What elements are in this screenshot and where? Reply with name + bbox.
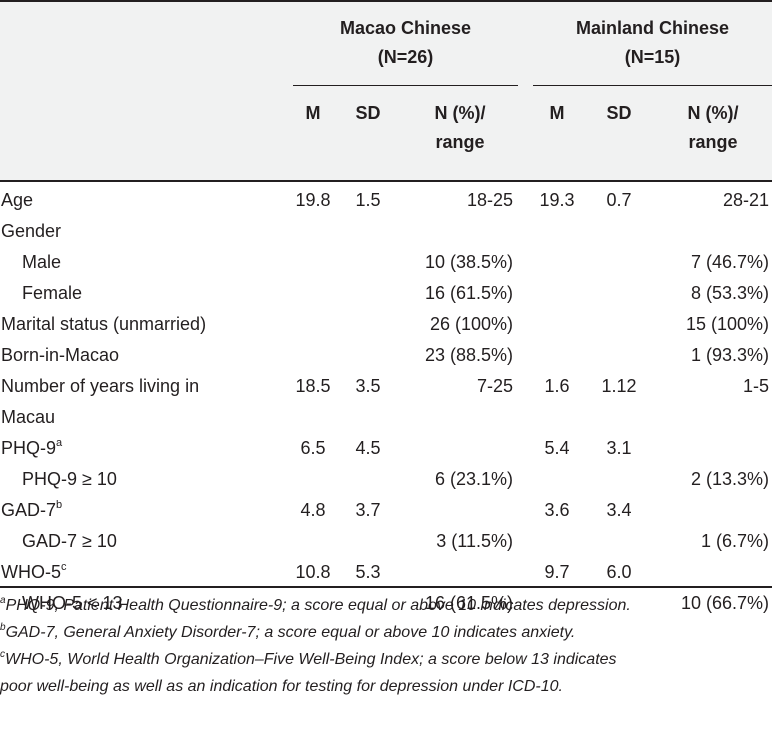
footnote-line: poor well-being as well as an indication… bbox=[0, 675, 772, 699]
mainland-mean: 5.4 bbox=[544, 438, 570, 458]
macao-n-range: 6 (23.1%) bbox=[434, 469, 513, 489]
group-1-count: (N=26) bbox=[377, 47, 434, 67]
footnote-line: aPHQ-9, Patient Health Questionnaire-9; … bbox=[0, 594, 772, 618]
col-n-1-line1: N (%)/ bbox=[434, 103, 486, 123]
row-label: PHQ-9a bbox=[1, 433, 62, 464]
group-1-rule bbox=[293, 85, 518, 86]
table-bottom-rule bbox=[0, 586, 772, 588]
header-bottom-rule bbox=[0, 180, 772, 182]
footnote-marker: c bbox=[61, 561, 67, 573]
mainland-mean: 19.3 bbox=[539, 190, 575, 210]
mainland-n-range: 1 (93.3%) bbox=[690, 345, 769, 365]
row-label-text: Marital status (unmarried) bbox=[1, 314, 207, 334]
row-label-text: WHO-5 < 13 bbox=[22, 593, 123, 613]
footnote-text: GAD-7, General Anxiety Disorder-7; a sco… bbox=[5, 624, 576, 641]
footnote-marker: a bbox=[0, 594, 6, 606]
row-label: Number of years living in bbox=[1, 371, 199, 402]
row-label-text: GAD-7 ≥ 10 bbox=[22, 531, 117, 551]
mainland-sd: 0.7 bbox=[606, 190, 632, 210]
macao-mean: 19.8 bbox=[295, 190, 331, 210]
row-label: Age bbox=[1, 185, 33, 216]
macao-mean: 18.5 bbox=[295, 376, 331, 396]
row-label: WHO-5c bbox=[1, 557, 67, 588]
mainland-mean: 1.6 bbox=[544, 376, 570, 396]
mainland-sd: 6.0 bbox=[606, 562, 632, 582]
footnote-marker: c bbox=[0, 648, 5, 660]
footnote-marker: a bbox=[56, 437, 63, 449]
mainland-mean: 3.6 bbox=[544, 500, 570, 520]
mainland-sd: 1.12 bbox=[601, 376, 637, 396]
col-m-2: M bbox=[549, 103, 565, 123]
footnote-line: cWHO-5, World Health Organization–Five W… bbox=[0, 648, 772, 672]
row-label: PHQ-9 ≥ 10 bbox=[22, 464, 117, 495]
mainland-n-range: 2 (13.3%) bbox=[690, 469, 769, 489]
row-label: Female bbox=[22, 278, 82, 309]
group-2-title: Mainland Chinese bbox=[575, 18, 730, 38]
macao-sd: 1.5 bbox=[355, 190, 381, 210]
footnote-line: bGAD-7, General Anxiety Disorder-7; a sc… bbox=[0, 621, 772, 645]
row-label-text: PHQ-9 ≥ 10 bbox=[22, 469, 117, 489]
group-2-rule bbox=[533, 85, 772, 86]
footnote-text: poor well-being as well as an indication… bbox=[0, 678, 563, 695]
mainland-n-range: 28-21 bbox=[722, 190, 769, 210]
row-label: Marital status (unmarried) bbox=[1, 309, 206, 340]
col-n-2-line2: range bbox=[688, 132, 738, 152]
row-label: GAD-7b bbox=[1, 495, 62, 526]
mainland-n-range: 15 (100%) bbox=[685, 314, 769, 334]
footnote-text: WHO-5, World Health Organization–Five We… bbox=[5, 651, 617, 668]
macao-sd: 3.7 bbox=[355, 500, 381, 520]
macao-n-range: 16 (61.5%) bbox=[424, 283, 513, 303]
macao-mean: 10.8 bbox=[295, 562, 331, 582]
row-label-text: Gender bbox=[1, 221, 62, 241]
macao-n-range: 7-25 bbox=[476, 376, 513, 396]
row-label-text: Female bbox=[22, 283, 83, 303]
macao-mean: 6.5 bbox=[300, 438, 326, 458]
row-label-text: PHQ-9 bbox=[1, 438, 57, 458]
mainland-n-range: 8 (53.3%) bbox=[690, 283, 769, 303]
macao-mean: 4.8 bbox=[300, 500, 326, 520]
macao-n-range: 23 (88.5%) bbox=[424, 345, 513, 365]
macao-n-range: 26 (100%) bbox=[429, 314, 513, 334]
macao-sd: 3.5 bbox=[355, 376, 381, 396]
mainland-n-range: 7 (46.7%) bbox=[690, 252, 769, 272]
group-2-count: (N=15) bbox=[624, 47, 681, 67]
col-n-1-line2: range bbox=[435, 132, 485, 152]
row-label: Born-in-Macao bbox=[1, 340, 119, 371]
mainland-mean: 9.7 bbox=[544, 562, 570, 582]
row-label: Male bbox=[22, 247, 61, 278]
macao-n-range: 3 (11.5%) bbox=[436, 531, 513, 551]
col-sd-1: SD bbox=[355, 103, 381, 123]
col-sd-2: SD bbox=[606, 103, 632, 123]
row-label: WHO-5 < 13 bbox=[22, 588, 123, 619]
group-1-title: Macao Chinese bbox=[339, 18, 472, 38]
mainland-n-range: 10 (66.7%) bbox=[680, 593, 769, 613]
row-label-text: Born-in-Macao bbox=[1, 345, 120, 365]
mainland-n-range: 1-5 bbox=[742, 376, 769, 396]
mainland-n-range: 1 (6.7%) bbox=[700, 531, 769, 551]
col-n-2-line1: N (%)/ bbox=[687, 103, 739, 123]
footnote-text: PHQ-9, Patient Health Questionnaire-9; a… bbox=[5, 597, 631, 614]
row-label-text: Male bbox=[22, 252, 62, 272]
row-label-text: Age bbox=[1, 190, 34, 210]
row-label: GAD-7 ≥ 10 bbox=[22, 526, 117, 557]
header-band bbox=[0, 0, 772, 181]
row-label-text: Number of years living in bbox=[1, 376, 200, 396]
row-label-text: WHO-5 bbox=[1, 562, 61, 582]
macao-n-range: 18-25 bbox=[466, 190, 513, 210]
row-label-continued: Macau bbox=[1, 407, 56, 427]
macao-sd: 4.5 bbox=[355, 438, 381, 458]
row-label: Gender bbox=[1, 216, 61, 247]
col-m-1: M bbox=[305, 103, 321, 123]
footnote-marker: b bbox=[56, 499, 63, 511]
mainland-sd: 3.1 bbox=[606, 438, 632, 458]
macao-sd: 5.3 bbox=[355, 562, 381, 582]
footnote-marker: b bbox=[0, 621, 6, 633]
mainland-sd: 3.4 bbox=[606, 500, 632, 520]
macao-n-range: 16 (61.5%) bbox=[424, 593, 513, 613]
macao-n-range: 10 (38.5%) bbox=[424, 252, 513, 272]
top-rule bbox=[0, 0, 772, 2]
row-label-text: GAD-7 bbox=[1, 500, 57, 520]
